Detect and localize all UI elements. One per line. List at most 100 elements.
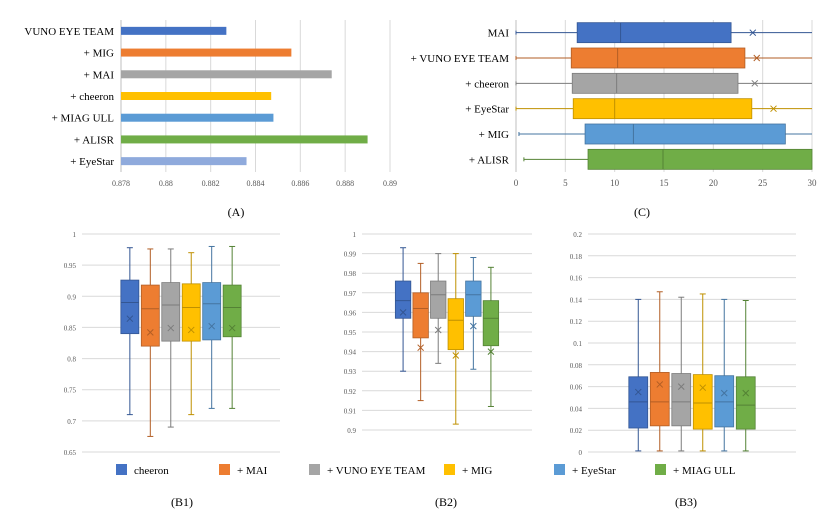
legend-swatch — [655, 464, 666, 475]
x-tick-label: 0.878 — [112, 179, 130, 188]
box — [671, 373, 692, 427]
category-label: + ALISR — [469, 154, 510, 166]
bar — [121, 135, 368, 144]
mean-marker — [434, 326, 442, 334]
box — [587, 148, 813, 170]
box — [140, 284, 160, 347]
legend-label: + EyeStar — [572, 465, 616, 477]
x-tick-label: 0.886 — [291, 179, 309, 188]
box — [735, 376, 756, 430]
y-tick-label: 0.9 — [347, 427, 356, 435]
category-label: + MIG — [84, 48, 114, 60]
y-tick-label: 0.04 — [570, 405, 583, 413]
category-label: + EyeStar — [465, 104, 509, 116]
y-tick-label: 1 — [73, 231, 77, 239]
mean-marker — [742, 389, 750, 397]
mean-marker — [469, 322, 477, 330]
y-tick-label: 0.7 — [67, 418, 76, 426]
category-label: + MIG — [479, 129, 509, 141]
category-label: MAI — [488, 28, 510, 40]
x-tick-label: 5 — [563, 178, 568, 188]
figure-label-b3: (B3) — [675, 495, 697, 509]
y-tick-label: 0 — [579, 449, 583, 457]
figure-label-c: (C) — [634, 205, 650, 219]
y-tick-label: 0.98 — [344, 270, 357, 278]
mean-marker — [187, 326, 195, 334]
y-tick-label: 0.16 — [570, 275, 583, 283]
bar — [121, 48, 292, 57]
y-tick-label: 0.75 — [64, 387, 77, 395]
y-tick-label: 0.8 — [67, 356, 76, 364]
x-tick-label: 15 — [660, 178, 670, 188]
box — [692, 374, 713, 430]
bar — [121, 157, 247, 166]
mean-marker — [126, 315, 134, 323]
box — [465, 280, 482, 317]
legend-label: + MIAG ULL — [673, 465, 736, 477]
y-tick-label: 0.95 — [344, 329, 357, 337]
y-tick-label: 0.99 — [344, 251, 357, 259]
panel-b1-box-chart: 0.65 0.7 0.75 0.8 0.85 0.9 0.95 1 — [64, 231, 280, 457]
bar — [121, 92, 272, 100]
legend-swatch — [309, 464, 320, 475]
x-tick-label: 0.882 — [202, 179, 220, 188]
legend-swatch — [444, 464, 455, 475]
x-tick-label: 0.884 — [247, 179, 265, 188]
mean-marker — [146, 329, 154, 336]
category-label: + ALISR — [74, 134, 115, 146]
bar — [121, 113, 274, 122]
mean-marker — [699, 384, 707, 392]
box — [584, 123, 786, 145]
figure-label-b2: (B2) — [435, 495, 457, 509]
box — [572, 98, 753, 120]
box — [161, 282, 181, 342]
category-label: + cheeron — [465, 78, 509, 90]
legend-label: + MAI — [237, 465, 268, 477]
x-tick-label: 0.88 — [159, 179, 173, 188]
mean-marker — [749, 29, 757, 37]
mean-marker — [208, 322, 216, 330]
legend: cheeron + MAI + VUNO EYE TEAM + MIG + EyeSta… — [116, 464, 736, 477]
category-label: + MIAG ULL — [52, 113, 115, 125]
legend-label: + VUNO EYE TEAM — [327, 465, 426, 477]
box — [202, 282, 222, 341]
box — [576, 22, 732, 44]
panel-b2-box-chart: 0.9 0.91 0.92 0.93 0.94 0.95 0.96 0.97 0.98 0.99 1 — [344, 231, 532, 435]
box — [570, 47, 746, 69]
y-tick-label: 0.94 — [344, 349, 357, 357]
mean-marker — [656, 381, 664, 388]
legend-label: + MIG — [462, 465, 492, 477]
y-tick-label: 0.96 — [344, 309, 357, 317]
x-tick-label: 0.888 — [336, 179, 354, 188]
mean-marker — [751, 79, 759, 87]
x-tick-label: 30 — [808, 178, 818, 188]
y-tick-label: 0.85 — [64, 324, 77, 332]
y-tick-label: 0.2 — [573, 231, 582, 239]
category-label: + MAI — [84, 69, 115, 81]
legend-label: cheeron — [134, 465, 169, 477]
mean-marker — [228, 324, 236, 332]
panel-a-bar-chart: 0.878 0.88 0.882 0.884 0.886 0.888 0.89 VUNO EY… — [24, 20, 397, 188]
box — [394, 280, 412, 319]
mean-marker — [417, 344, 425, 352]
bar — [121, 70, 332, 79]
mean-marker — [634, 388, 642, 396]
y-tick-label: 0.92 — [344, 388, 357, 396]
y-tick-label: 0.91 — [344, 407, 357, 415]
figure-label-a: (A) — [228, 205, 245, 219]
box — [649, 372, 670, 427]
legend-swatch — [219, 464, 230, 475]
panel-c-box-chart: 0 5 10 15 20 25 30 MAI + VUNO EYE TEAM + cheeron +… — [411, 20, 817, 188]
box — [181, 283, 201, 342]
mean-marker — [452, 352, 460, 359]
x-tick-label: 0 — [514, 178, 519, 188]
category-label: + EyeStar — [70, 156, 114, 168]
box — [714, 375, 735, 428]
mean-marker — [399, 309, 407, 316]
x-tick-label: 10 — [610, 178, 620, 188]
y-tick-label: 0.95 — [64, 262, 77, 270]
y-tick-label: 0.65 — [64, 449, 77, 457]
y-tick-label: 0.97 — [344, 290, 357, 298]
legend-swatch — [554, 464, 565, 475]
